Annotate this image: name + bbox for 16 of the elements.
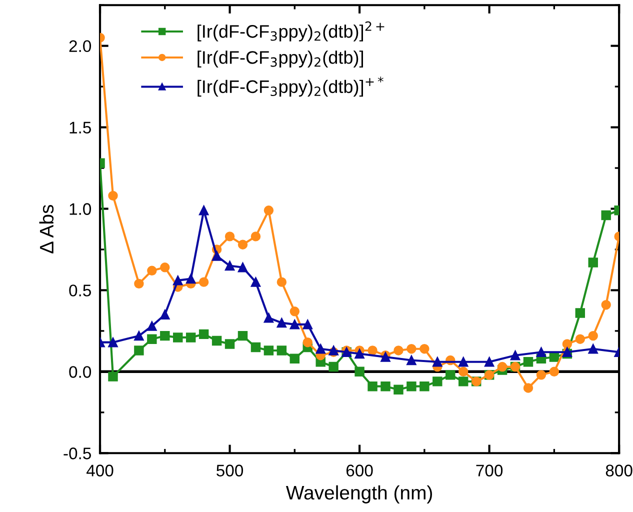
x-tick-label: 800	[606, 464, 632, 476]
y-tick-label: 0.0	[69, 366, 92, 378]
y-tick-label: 2.0	[69, 40, 92, 52]
y-tick-label: 1.5	[70, 122, 91, 134]
x-tick-label: 700	[476, 464, 503, 476]
x-axis-title: Wavelength (nm)	[286, 485, 432, 504]
y-tick-label: 0.5	[69, 284, 91, 296]
legend-label: [Ir(dF-CF$_{3}$ppy)$_{2}$(dtb)]	[198, 50, 363, 68]
x-tick-label: 500	[216, 464, 244, 476]
y-tick-label: -0.5	[64, 448, 91, 460]
legend-label: [Ir(dF-CF$_{3}$ppy)$_{2}$(dtb)]$^{2+}$	[198, 21, 384, 42]
y-tick-label: 1.0	[70, 203, 92, 215]
legend-label: [Ir(dF-CF$_{3}$ppy)$_{2}$(dtb)]$^{+*}$	[198, 76, 384, 97]
y-axis-title: Δ Abs	[39, 204, 54, 254]
x-tick-label: 600	[346, 464, 373, 476]
x-tick-label: 400	[86, 464, 114, 476]
